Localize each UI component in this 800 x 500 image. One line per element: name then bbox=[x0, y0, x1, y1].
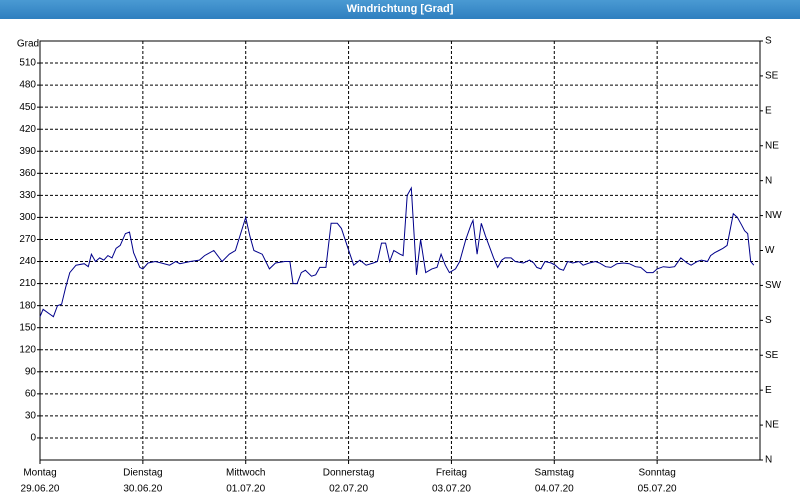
y2-tick-label: SE bbox=[765, 71, 779, 82]
y-tick-label: 270 bbox=[19, 234, 36, 245]
y-tick-label: 330 bbox=[19, 190, 36, 201]
x-tick-date: 30.06.20 bbox=[123, 484, 162, 495]
y2-tick-label: NE bbox=[765, 140, 779, 151]
y-tick-label: 120 bbox=[19, 344, 36, 355]
y-tick-label: 390 bbox=[19, 146, 36, 157]
chart: Grad 0 30 60 90 120 150 180 210 240 270 300 330 360 3… bbox=[17, 36, 782, 495]
y-tick-label: 300 bbox=[19, 212, 36, 223]
y2-tick-label: SW bbox=[765, 280, 782, 291]
y-tick-label: 420 bbox=[19, 124, 36, 135]
x-tick-day: Samstag bbox=[535, 468, 574, 479]
y-tick-label: 480 bbox=[19, 80, 36, 91]
y-tick-label: 360 bbox=[19, 168, 36, 179]
title-bar: Windrichtung [Grad] bbox=[0, 0, 800, 19]
data-line bbox=[39, 186, 755, 318]
x-tick-date: 04.07.20 bbox=[535, 484, 574, 495]
y-tick-label: 240 bbox=[19, 256, 36, 267]
x-tick-day: Montag bbox=[23, 468, 56, 479]
y2-tick-label: NE bbox=[765, 420, 779, 431]
y2-tick-label: N bbox=[765, 455, 772, 466]
y2-tick-label: E bbox=[765, 105, 772, 116]
y-tick-label: 0 bbox=[30, 433, 36, 444]
x-tick-day: Dienstag bbox=[123, 468, 162, 479]
x-tick-date: 03.07.20 bbox=[432, 484, 471, 495]
plot-border bbox=[39, 40, 761, 461]
x-tick-day: Sonntag bbox=[639, 468, 676, 479]
y2-tick-label: SE bbox=[765, 350, 779, 361]
x-tick-day: Donnerstag bbox=[323, 468, 375, 479]
y2-tick-label: W bbox=[765, 245, 775, 256]
x-tick-date: 29.06.20 bbox=[21, 484, 60, 495]
y-axis-label: Grad bbox=[17, 39, 39, 50]
y-tick-label: 90 bbox=[25, 366, 37, 377]
y2-tick-label: E bbox=[765, 385, 772, 396]
y2-tick-label: N bbox=[765, 175, 772, 186]
y-tick-label: 60 bbox=[25, 388, 37, 399]
x-tick-date: 02.07.20 bbox=[329, 484, 368, 495]
x-tick-date: 05.07.20 bbox=[638, 484, 677, 495]
y-tick-label: 210 bbox=[19, 278, 36, 289]
y-tick-label: 180 bbox=[19, 300, 36, 311]
y-tick-label: 450 bbox=[19, 102, 36, 113]
y2-tick-label: S bbox=[765, 315, 772, 326]
y-tick-label: 30 bbox=[25, 411, 37, 422]
y2-tick-label: NW bbox=[765, 210, 782, 221]
y-tick-label: 510 bbox=[19, 58, 36, 69]
x-tick-day: Freitag bbox=[436, 468, 467, 479]
x-tick-day: Mittwoch bbox=[226, 468, 265, 479]
x-tick-date: 01.07.20 bbox=[226, 484, 265, 495]
y2-tick-label: S bbox=[765, 36, 772, 47]
y-tick-label: 150 bbox=[19, 322, 36, 333]
